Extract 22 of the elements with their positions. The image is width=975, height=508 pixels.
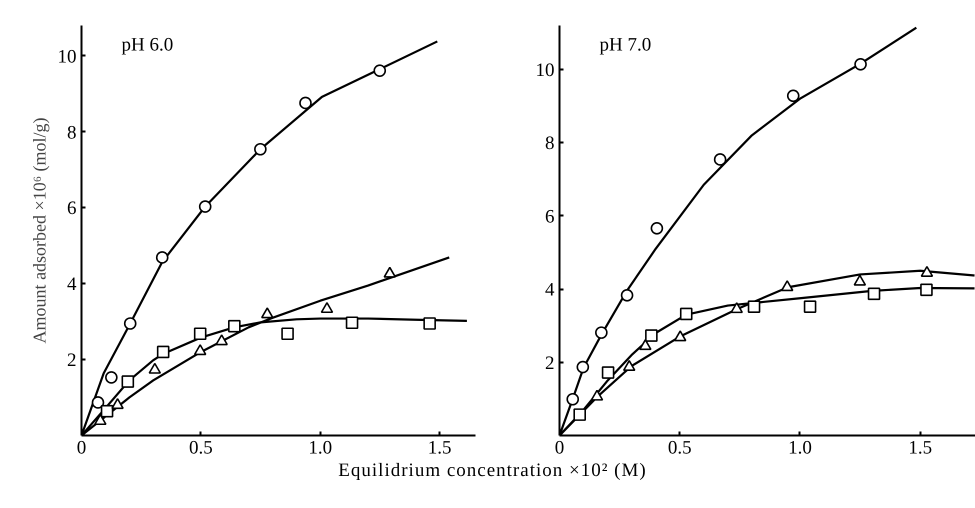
y-tick-label: 2 xyxy=(67,350,76,372)
annotation: pH 6.0 xyxy=(122,34,174,56)
y-tick-label: 6 xyxy=(67,198,76,220)
x-tick-label: 0 xyxy=(554,438,564,458)
y-tick-label: 6 xyxy=(545,206,554,228)
x-tick-label: 1.5 xyxy=(428,438,452,458)
y-tick-label: 2 xyxy=(545,352,554,374)
y-axis-title: Amount adsorbed ×10⁶ (mol/g) xyxy=(30,118,50,344)
x-tick-label: 1.0 xyxy=(308,438,332,458)
y-tick-label: 10 xyxy=(58,46,76,68)
y-tick-label: 4 xyxy=(545,280,555,301)
x-axis-title: Equilidrium concentration ×10² (M) xyxy=(338,459,647,483)
x-tick-label: 0.5 xyxy=(668,438,692,458)
y-tick-label: 4 xyxy=(67,274,77,296)
y-tick-label: 8 xyxy=(67,122,76,144)
x-tick-label: 0.5 xyxy=(189,438,213,458)
y-tick-label: 10 xyxy=(536,60,554,81)
annotation: pH 7.0 xyxy=(600,34,652,56)
x-tick-label: 1.5 xyxy=(908,438,932,458)
x-tick-label: 1.0 xyxy=(788,438,812,458)
x-tick-label: 0 xyxy=(76,438,86,458)
y-tick-label: 8 xyxy=(545,133,554,154)
